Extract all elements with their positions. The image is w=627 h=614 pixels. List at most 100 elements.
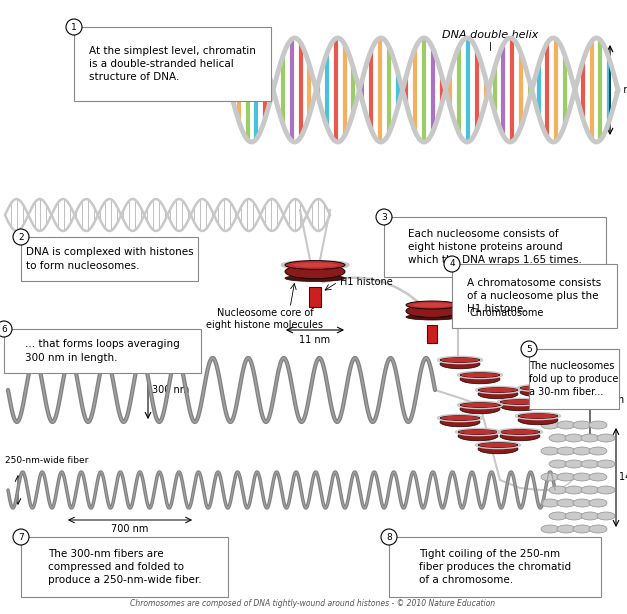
Ellipse shape	[541, 499, 559, 507]
Ellipse shape	[538, 369, 578, 375]
Ellipse shape	[293, 263, 337, 267]
FancyBboxPatch shape	[384, 217, 606, 277]
Ellipse shape	[549, 434, 567, 442]
Ellipse shape	[285, 275, 345, 281]
Ellipse shape	[565, 512, 583, 520]
Text: 300 nm: 300 nm	[152, 385, 189, 395]
Ellipse shape	[460, 374, 500, 384]
Ellipse shape	[597, 486, 615, 494]
Text: 2 nm: 2 nm	[614, 85, 627, 95]
Ellipse shape	[458, 431, 498, 441]
Text: Chromatosome: Chromatosome	[470, 308, 544, 318]
Text: The nucleosomes
fold up to produce
a 30-nm fiber...: The nucleosomes fold up to produce a 30-…	[529, 361, 619, 397]
Ellipse shape	[440, 359, 480, 369]
Ellipse shape	[518, 415, 558, 425]
FancyBboxPatch shape	[4, 329, 201, 373]
Bar	[309, 287, 321, 307]
Ellipse shape	[541, 525, 559, 533]
Ellipse shape	[573, 525, 591, 533]
Ellipse shape	[460, 402, 500, 408]
FancyBboxPatch shape	[529, 349, 619, 409]
Circle shape	[13, 529, 29, 545]
Ellipse shape	[500, 399, 540, 405]
Circle shape	[0, 321, 12, 337]
Text: 7: 7	[18, 532, 24, 542]
Ellipse shape	[573, 473, 591, 481]
Ellipse shape	[581, 460, 599, 468]
FancyBboxPatch shape	[452, 264, 617, 328]
Ellipse shape	[520, 387, 560, 397]
Circle shape	[13, 229, 29, 245]
Ellipse shape	[573, 499, 591, 507]
Text: Each nucleosome consists of
eight histone proteins around
which the DNA wraps 1.: Each nucleosome consists of eight histon…	[408, 229, 582, 265]
Ellipse shape	[500, 401, 540, 411]
Circle shape	[376, 209, 392, 225]
Text: Tight coiling of the 250-nm
fiber produces the chromatid
of a chromosome.: Tight coiling of the 250-nm fiber produc…	[419, 549, 571, 585]
Ellipse shape	[589, 499, 607, 507]
Ellipse shape	[589, 525, 607, 533]
Ellipse shape	[520, 385, 560, 391]
FancyBboxPatch shape	[21, 537, 228, 597]
Ellipse shape	[406, 305, 458, 317]
Ellipse shape	[573, 447, 591, 455]
Ellipse shape	[285, 265, 345, 279]
Ellipse shape	[589, 447, 607, 455]
Text: 4: 4	[449, 260, 455, 268]
Text: 3: 3	[381, 212, 387, 222]
Ellipse shape	[406, 301, 458, 309]
Ellipse shape	[557, 447, 575, 455]
Text: 30 nm: 30 nm	[593, 395, 624, 405]
Ellipse shape	[549, 486, 567, 494]
Text: The 300-nm fibers are
compressed and folded to
produce a 250-nm-wide fiber.: The 300-nm fibers are compressed and fol…	[48, 549, 201, 585]
Ellipse shape	[581, 486, 599, 494]
Ellipse shape	[285, 260, 345, 270]
Ellipse shape	[440, 357, 480, 363]
Text: 1400 nm: 1400 nm	[619, 472, 627, 482]
Ellipse shape	[589, 473, 607, 481]
Ellipse shape	[500, 429, 540, 435]
Ellipse shape	[458, 429, 498, 435]
Text: DNA is complexed with histones
to form nucleosomes.: DNA is complexed with histones to form n…	[26, 247, 193, 271]
Text: 8: 8	[386, 532, 392, 542]
Text: Nucleosome core of
eight histone molecules: Nucleosome core of eight histone molecul…	[206, 308, 324, 330]
Ellipse shape	[581, 512, 599, 520]
Text: 2: 2	[18, 233, 24, 241]
Circle shape	[381, 529, 397, 545]
Ellipse shape	[541, 421, 559, 429]
FancyBboxPatch shape	[21, 237, 198, 281]
Circle shape	[444, 256, 460, 272]
Ellipse shape	[589, 421, 607, 429]
Ellipse shape	[597, 460, 615, 468]
Ellipse shape	[478, 387, 518, 393]
Ellipse shape	[541, 447, 559, 455]
FancyBboxPatch shape	[74, 27, 271, 101]
Bar	[427, 325, 437, 343]
Ellipse shape	[597, 512, 615, 520]
Text: 6: 6	[1, 325, 7, 333]
FancyBboxPatch shape	[389, 537, 601, 597]
Ellipse shape	[549, 512, 567, 520]
Ellipse shape	[549, 460, 567, 468]
Text: 250-nm-wide fiber: 250-nm-wide fiber	[5, 456, 88, 465]
Ellipse shape	[478, 444, 518, 454]
Text: 5: 5	[526, 344, 532, 354]
Text: A chromatosome consists
of a nucleosome plus the
H1 histone.: A chromatosome consists of a nucleosome …	[467, 278, 602, 314]
Text: ... that forms loops averaging
300 nm in length.: ... that forms loops averaging 300 nm in…	[25, 340, 180, 363]
Text: Chromosomes are composed of DNA tightly-wound around histones - © 2010 Nature Ed: Chromosomes are composed of DNA tightly-…	[130, 599, 495, 608]
Text: 700 nm: 700 nm	[112, 524, 149, 534]
Ellipse shape	[557, 473, 575, 481]
Ellipse shape	[518, 413, 558, 419]
Ellipse shape	[478, 389, 518, 399]
Ellipse shape	[413, 303, 451, 307]
Ellipse shape	[573, 421, 591, 429]
Text: At the simplest level, chromatin
is a double-stranded helical
structure of DNA.: At the simplest level, chromatin is a do…	[89, 46, 256, 82]
Ellipse shape	[478, 442, 518, 448]
Ellipse shape	[460, 372, 500, 378]
Circle shape	[66, 19, 82, 35]
Ellipse shape	[565, 460, 583, 468]
Ellipse shape	[538, 371, 578, 381]
Ellipse shape	[557, 421, 575, 429]
Ellipse shape	[557, 499, 575, 507]
Ellipse shape	[565, 486, 583, 494]
Ellipse shape	[597, 434, 615, 442]
